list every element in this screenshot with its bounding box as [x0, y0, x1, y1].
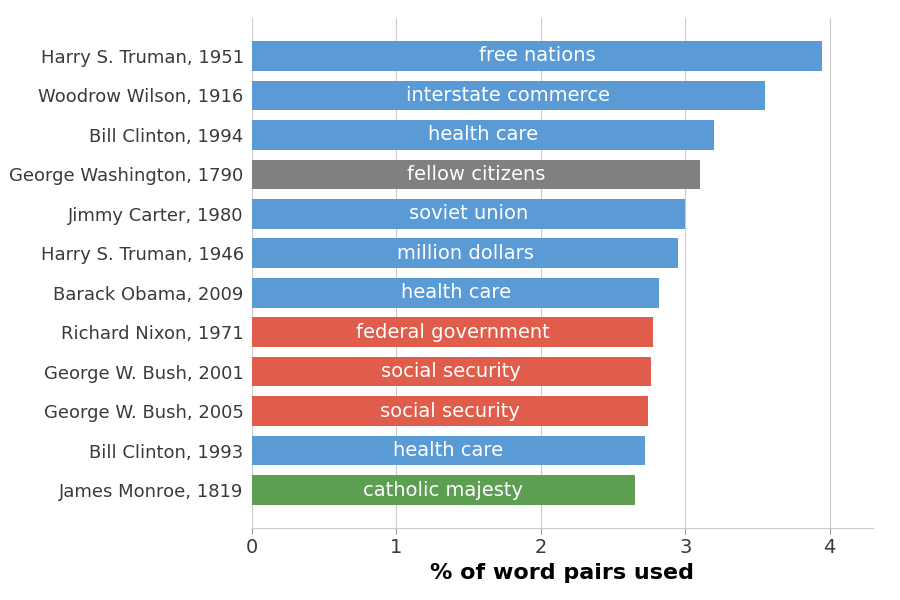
Text: million dollars: million dollars: [397, 244, 534, 263]
Text: interstate commerce: interstate commerce: [406, 86, 610, 105]
Text: catholic majesty: catholic majesty: [364, 481, 524, 500]
Bar: [252, 80, 765, 110]
Text: soviet union: soviet union: [409, 205, 528, 223]
Bar: [252, 160, 699, 189]
Text: social security: social security: [380, 401, 520, 421]
Bar: [252, 199, 685, 229]
Text: social security: social security: [382, 362, 521, 381]
Bar: [252, 475, 634, 505]
Bar: [252, 397, 648, 426]
Bar: [252, 317, 653, 347]
Text: free nations: free nations: [479, 46, 596, 65]
Text: health care: health care: [393, 441, 503, 460]
Bar: [252, 436, 644, 466]
Bar: [252, 278, 660, 308]
Text: health care: health care: [400, 283, 510, 302]
Bar: [252, 357, 651, 386]
Bar: [252, 120, 714, 149]
Text: health care: health care: [428, 125, 538, 145]
Bar: [252, 238, 678, 268]
X-axis label: % of word pairs used: % of word pairs used: [430, 563, 695, 583]
Text: fellow citizens: fellow citizens: [407, 165, 545, 184]
Text: federal government: federal government: [356, 323, 550, 341]
Bar: [252, 41, 823, 71]
